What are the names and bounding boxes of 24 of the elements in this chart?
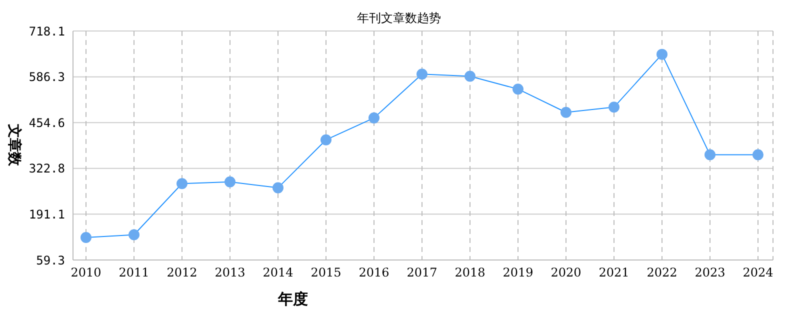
x-tick-label: 2021 — [598, 266, 630, 280]
x-tick-label: 2010 — [70, 266, 102, 280]
x-tick-label: 2013 — [214, 266, 246, 280]
x-tick-label: 2015 — [310, 266, 342, 280]
x-tick-label: 2011 — [118, 266, 150, 280]
x-tick-label: 2016 — [358, 266, 390, 280]
x-tick-label: 2022 — [646, 266, 678, 280]
x-tick-label: 2019 — [502, 266, 534, 280]
x-tick-label: 2020 — [550, 266, 582, 280]
y-tick-label: 59.3 — [36, 253, 65, 268]
y-tick-label: 322.8 — [28, 162, 65, 176]
y-axis-title: 文章数 — [5, 123, 23, 168]
y-tick-label: 454.6 — [28, 116, 65, 130]
x-axis-title: 年度 — [278, 290, 308, 309]
chart-title: 年刊文章数趋势 — [357, 11, 441, 25]
x-tick-label: 2012 — [166, 266, 198, 280]
y-tick-label: 586.3 — [28, 70, 65, 84]
x-tick-label: 2023 — [694, 266, 726, 280]
x-tick-label: 2018 — [454, 266, 486, 280]
y-tick-label: 191.1 — [28, 207, 65, 222]
y-tick-label: 718.1 — [28, 24, 65, 38]
x-tick-label: 2017 — [406, 266, 438, 280]
x-tick-label: 2014 — [262, 266, 294, 280]
x-tick-label: 2024 — [742, 266, 774, 280]
